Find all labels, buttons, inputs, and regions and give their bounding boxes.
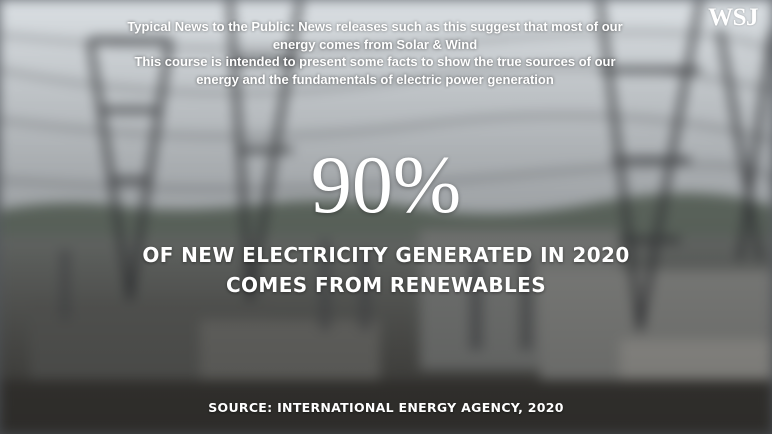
intro-line: energy comes from Solar & Wind — [272, 36, 478, 52]
headline: OF NEW ELECTRICITY GENERATED IN 2020 COM… — [90, 240, 682, 300]
headline-line: COMES FROM RENEWABLES — [225, 273, 547, 297]
big-percentage: 90% — [310, 139, 462, 230]
headline-line: OF NEW ELECTRICITY GENERATED IN 2020 — [142, 243, 630, 267]
intro-line: This course is intended to present some … — [134, 54, 616, 69]
wsj-logo: WSJ — [708, 4, 758, 31]
intro-line: energy and the fundamentals of electric … — [196, 71, 554, 87]
source-caption: SOURCE: INTERNATIONAL ENERGY AGENCY, 202… — [208, 400, 564, 415]
intro-text: Typical News to the Public: News release… — [90, 18, 660, 88]
intro-line: Typical News to the Public: News release… — [127, 19, 623, 34]
